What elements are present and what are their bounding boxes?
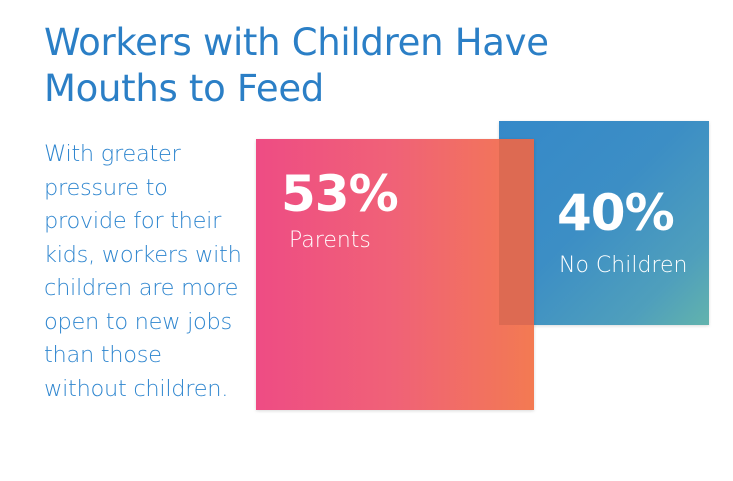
overlap-region [499,139,534,325]
parents-value-label: 53% [281,165,399,223]
page-title: Workers with Children Have Mouths to Fee… [44,21,549,110]
no-children-value-label: 40% [557,184,675,242]
parents-square [256,139,534,410]
no-children-category-label: No Children [559,253,688,278]
parents-category-label: Parents [289,228,371,253]
description-text: With greater pressure to provide for the… [44,141,242,402]
no-children-square [499,121,709,325]
